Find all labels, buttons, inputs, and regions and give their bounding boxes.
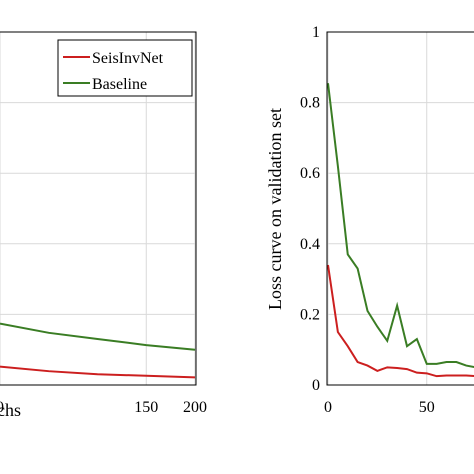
- left-chart: 0 150 200 chs SeisInvNet Baseline: [0, 31, 207, 420]
- legend-label-baseline: Baseline: [92, 76, 147, 93]
- left-x-tick-label: 200: [183, 399, 207, 416]
- right-series-baseline: [327, 83, 474, 368]
- right-y-axis-label: Loss curve on validation set: [265, 108, 285, 310]
- right-lines: [327, 83, 474, 378]
- right-x-tick-label: 50: [419, 399, 435, 416]
- right-y-tick-label: 0.8: [300, 95, 320, 112]
- right-y-tick-label: 1: [312, 24, 320, 41]
- right-x-tick-label: 0: [324, 399, 332, 416]
- left-lines: [0, 322, 196, 379]
- right-chart: 0 50 0 0.2 0.4 0.6 0.8 1 Loss curve on validat…: [265, 24, 474, 416]
- left-x-tick-label: 0: [0, 399, 4, 416]
- legend-box: [57, 39, 193, 97]
- left-x-ticks: 0 150 200: [0, 399, 207, 416]
- left-grid: [0, 32, 196, 385]
- right-series-seisinvnet: [327, 264, 474, 378]
- right-grid: [327, 31, 474, 386]
- right-y-tick-label: 0.4: [300, 236, 320, 253]
- left-series-baseline: [0, 322, 196, 351]
- right-y-tick-label: 0.2: [300, 306, 320, 323]
- legend: SeisInvNet Baseline: [57, 39, 193, 97]
- right-y-ticks: 0 0.2 0.4 0.6 0.8 1: [300, 24, 320, 394]
- legend-label-seisinvnet: SeisInvNet: [92, 50, 164, 67]
- right-y-tick-label: 0.6: [300, 165, 320, 182]
- left-x-tick-label: 150: [134, 399, 158, 416]
- left-plot-frame: [0, 31, 197, 386]
- right-y-tick-label: 0: [312, 377, 320, 394]
- left-x-axis-label: chs: [0, 400, 21, 420]
- left-series-seisinvnet: [0, 365, 196, 379]
- right-plot-frame: [326, 31, 474, 386]
- right-x-ticks: 0 50: [324, 399, 435, 416]
